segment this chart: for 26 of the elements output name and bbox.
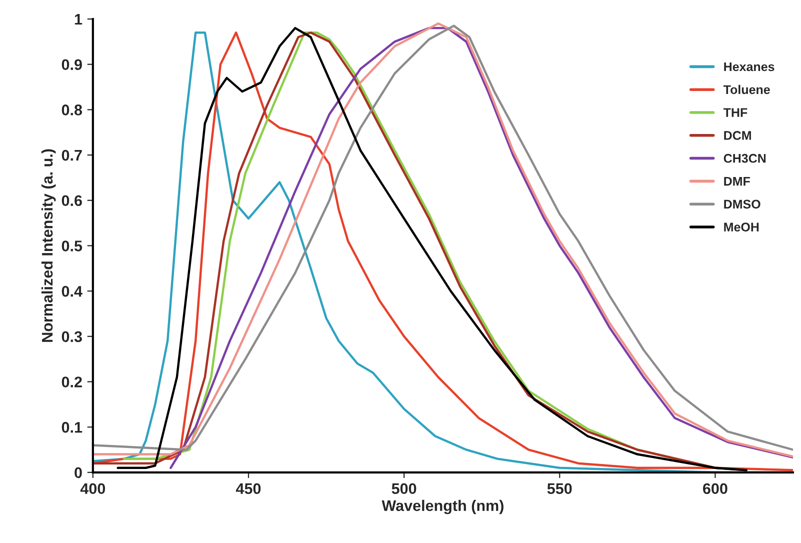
x-tick-label: 550 <box>547 483 572 494</box>
y-tick-label: 1 <box>74 14 82 25</box>
y-tick-label: 0.6 <box>62 195 82 206</box>
x-tick-label: 400 <box>80 483 106 494</box>
legend-label: DMF <box>724 176 750 186</box>
y-tick-label: 0.9 <box>62 59 82 70</box>
y-tick-label: 0.1 <box>62 422 82 433</box>
y-tick-label: 0.4 <box>62 286 82 297</box>
y-tick-label: 0.3 <box>62 331 82 342</box>
y-tick-label: 0.2 <box>62 376 82 388</box>
legend-label: CH3CN <box>724 154 766 163</box>
legend-label: DMSO <box>724 200 760 209</box>
legend-label: DCM <box>724 131 751 140</box>
legend-label: THF <box>723 108 748 117</box>
x-tick-label: 450 <box>236 483 261 494</box>
legend-label: MeOH <box>724 222 759 232</box>
y-tick-label: 0.5 <box>62 240 82 252</box>
legend-label: Hexanes <box>724 62 774 72</box>
y-tick-label: 0 <box>74 467 82 478</box>
y-tick-label: 0.7 <box>62 150 82 161</box>
y-axis-title: Normalized Intensity (a. u.) <box>41 149 56 342</box>
x-axis-title: Wavelength (nm) <box>382 500 504 514</box>
legend-label: Toluene <box>723 84 770 94</box>
y-tick-label: 0.8 <box>62 104 82 116</box>
x-tick-label: 600 <box>703 483 728 494</box>
x-tick-label: 500 <box>392 483 416 494</box>
